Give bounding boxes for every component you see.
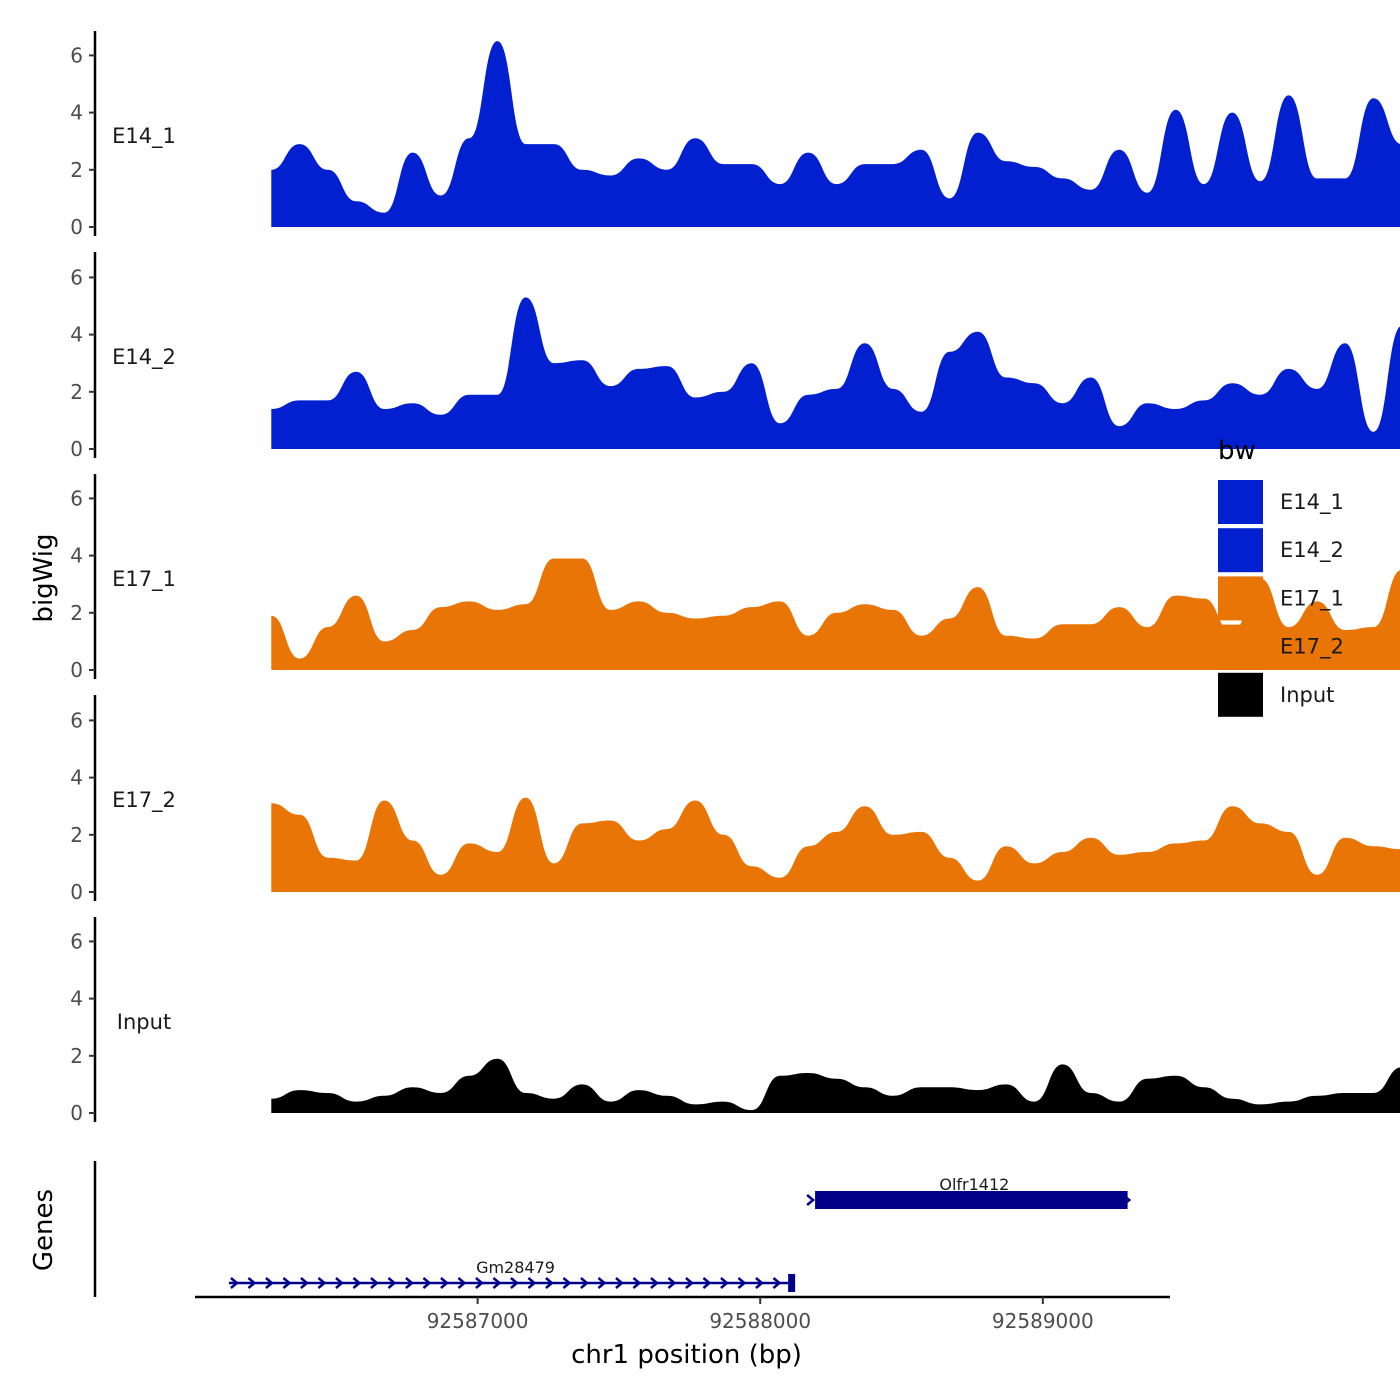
area-E14_2	[271, 297, 1400, 449]
gene-strand-arrow	[806, 1194, 816, 1206]
gene-strand-arrow	[247, 1277, 257, 1289]
gene-strand-arrow	[370, 1277, 379, 1289]
track-label-E14_1: E14_1	[112, 124, 176, 149]
gene-strand-arrow	[352, 1277, 362, 1289]
gene-strand-arrow	[475, 1277, 484, 1289]
gene-strand-arrow	[667, 1277, 677, 1289]
gene-strand-arrow	[422, 1277, 432, 1289]
gene-strand-arrow	[597, 1277, 607, 1289]
x-tick-label-92589000: 92589000	[992, 1309, 1094, 1333]
legend-label-E14_1: E14_1	[1280, 490, 1344, 515]
gene-strand-arrow	[265, 1277, 274, 1289]
legend-swatch-E17_2	[1218, 624, 1263, 669]
x-tick-label-92588000: 92588000	[709, 1309, 811, 1333]
gene-strand-arrow	[702, 1277, 712, 1289]
legend-swatch-Input	[1218, 672, 1263, 717]
legend-label-Input: Input	[1280, 683, 1334, 707]
y-tick-label-Input-2: 2	[70, 1044, 83, 1068]
gene-strand-arrow	[492, 1277, 502, 1289]
gene-strand-arrow	[632, 1277, 642, 1289]
legend-label-E14_2: E14_2	[1280, 538, 1344, 563]
y-tick-label-E14_2-2: 2	[70, 380, 83, 404]
gene-strand-arrow	[230, 1277, 239, 1289]
gene-strand-arrow	[510, 1277, 519, 1289]
legend-label-E17_1: E17_1	[1280, 586, 1344, 611]
gene-strand-arrow	[1122, 1194, 1132, 1206]
x-axis-title: chr1 position (bp)	[571, 1340, 802, 1370]
y-tick-label-E17_2-4: 4	[70, 766, 83, 790]
gene-label-Olfr1412: Olfr1412	[939, 1175, 1009, 1194]
y-tick-label-E17_2-2: 2	[70, 823, 83, 847]
gene-strand-arrow	[335, 1277, 344, 1289]
legend-swatch-E14_2	[1218, 528, 1263, 573]
y-tick-label-Input-0: 0	[70, 1101, 83, 1125]
gene-strand-arrow	[405, 1277, 414, 1289]
legend-swatch-E17_1	[1218, 576, 1263, 621]
gene-strand-arrow	[440, 1277, 449, 1289]
area-E17_1	[271, 558, 1400, 670]
gene-strand-arrow	[317, 1277, 327, 1289]
track-label-E17_1: E17_1	[112, 567, 176, 592]
track-label-Input: Input	[117, 1010, 171, 1034]
y-tick-label-Input-4: 4	[70, 987, 83, 1011]
gene-strand-arrow	[650, 1277, 659, 1289]
track-label-E14_2: E14_2	[112, 345, 176, 370]
track-label-E17_2: E17_2	[112, 788, 176, 813]
gene-strand-arrow	[772, 1277, 782, 1289]
x-tick-label-92587000: 92587000	[427, 1309, 529, 1333]
gene-exon-Olfr1412	[815, 1191, 1128, 1209]
legend-label-E17_2: E17_2	[1280, 635, 1344, 660]
gene-exon-Gm28479	[788, 1274, 796, 1292]
legend-swatch-E14_1	[1218, 480, 1263, 524]
gene-strand-arrow	[457, 1277, 467, 1289]
y-tick-label-E17_1-2: 2	[70, 601, 83, 625]
y-tick-label-E17_1-6: 6	[70, 486, 83, 510]
y-tick-label-E14_1-2: 2	[70, 158, 83, 182]
y-tick-label-E17_1-0: 0	[70, 658, 83, 682]
y-tick-label-E14_1-4: 4	[70, 101, 83, 125]
gene-strand-arrow	[562, 1277, 572, 1289]
area-E14_1	[271, 41, 1400, 227]
gene-strand-arrow	[580, 1277, 589, 1289]
gene-strand-arrow	[282, 1277, 292, 1289]
gene-strand-arrow	[527, 1277, 537, 1289]
gene-strand-arrow	[755, 1277, 764, 1289]
gene-strand-arrow	[615, 1277, 624, 1289]
y-tick-label-E17_2-6: 6	[70, 708, 83, 732]
gene-strand-arrow	[685, 1277, 694, 1289]
y-tick-label-E14_1-0: 0	[70, 215, 83, 239]
area-E17_2	[271, 797, 1400, 892]
y-tick-label-E14_1-6: 6	[70, 43, 83, 67]
gene-strand-arrow	[387, 1277, 397, 1289]
y-tick-label-E14_2-6: 6	[70, 265, 83, 289]
gene-strand-arrow	[720, 1277, 729, 1289]
gene-strand-arrow	[737, 1277, 747, 1289]
y-axis-title: bigWig	[29, 533, 59, 622]
y-tick-label-E17_1-4: 4	[70, 544, 83, 568]
gene-strand-arrow	[300, 1277, 309, 1289]
y-tick-label-E17_2-0: 0	[70, 880, 83, 904]
gene-label-Gm28479: Gm28479	[476, 1258, 555, 1277]
legend-title: bw	[1218, 436, 1256, 466]
y-tick-label-E14_2-0: 0	[70, 437, 83, 461]
gene-strand-arrow	[545, 1277, 554, 1289]
y-tick-label-Input-6: 6	[70, 929, 83, 953]
genes-axis-title: Genes	[29, 1189, 59, 1271]
area-Input	[271, 1058, 1400, 1113]
y-tick-label-E14_2-4: 4	[70, 323, 83, 347]
